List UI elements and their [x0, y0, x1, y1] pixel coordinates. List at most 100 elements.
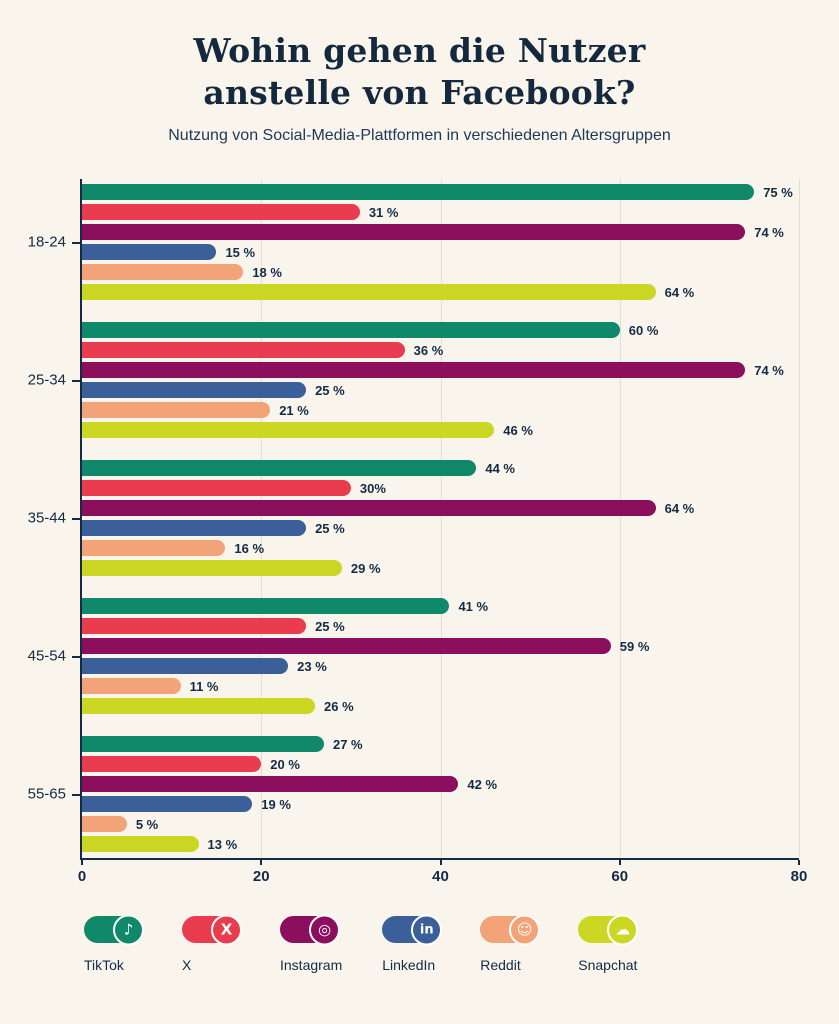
bar-tiktok	[82, 736, 324, 753]
x-axis-tickmark	[260, 860, 263, 866]
bar-row: 74 %	[82, 222, 799, 242]
legend-item-linkedin: in LinkedIn	[382, 914, 443, 974]
bar-value-label: 23 %	[297, 658, 327, 674]
reddit-icon: ☺	[480, 914, 541, 946]
bar-linkedin	[82, 520, 307, 537]
legend-label: Instagram	[280, 957, 343, 974]
bar-row: 5 %	[82, 814, 799, 834]
bar-row: 26 %	[82, 696, 799, 716]
bar-snapchat	[82, 422, 495, 439]
bar-instagram	[82, 776, 459, 793]
chart-title-line2: anstelle von Facebook?	[203, 73, 636, 113]
reddit-icon: ☺	[509, 914, 541, 946]
instagram-icon: ◎	[280, 914, 340, 946]
bar-value-label: 16 %	[234, 540, 265, 556]
bar-value-label: 20 %	[270, 756, 300, 772]
bar-x	[82, 618, 307, 635]
instagram-icon: ◎	[309, 914, 340, 946]
x-icon: X	[211, 914, 242, 946]
bar-value-label: 29 %	[350, 560, 381, 576]
legend-label: LinkedIn	[382, 957, 436, 974]
bar-row: 15 %	[82, 242, 799, 262]
bar-chart: 18-24 75 % 31 % 74 % 15 % 18 % 64 % 25-34 60 % 36…	[0, 179, 807, 885]
x-axis-tickmark	[798, 860, 800, 866]
bar-row: 30%	[82, 478, 799, 498]
gridline	[261, 179, 263, 859]
bar-row: 11 %	[82, 676, 799, 696]
x-axis-tickmark	[618, 860, 621, 866]
bar-reddit	[82, 540, 226, 557]
legend-item-snapchat: ☁ Snapchat	[578, 914, 639, 973]
bar-snapchat	[82, 836, 199, 853]
legend-item-tiktok: ♪ TikTok	[84, 914, 144, 973]
bar-value-label: 11 %	[189, 678, 219, 694]
bar-linkedin	[82, 796, 253, 813]
bar-row: 42 %	[82, 774, 799, 794]
snapchat-icon: ☁	[607, 914, 639, 946]
bar-x	[82, 342, 405, 359]
x-axis-tick-label: 20	[252, 868, 270, 886]
tiktok-icon: ♪	[84, 914, 144, 946]
bar-row: 64 %	[82, 282, 799, 302]
age-group-55-65: 55-65 27 % 20 % 42 % 19 % 5 % 13 %	[28, 734, 799, 854]
x-axis-tickmark	[439, 860, 442, 866]
bar-value-label: 75 %	[763, 184, 793, 200]
bar-value-label: 41 %	[458, 598, 489, 614]
snapchat-icon: ☁	[578, 914, 639, 946]
legend-label: Reddit	[480, 957, 521, 974]
bar-row: 31 %	[82, 202, 799, 222]
bar-instagram	[82, 224, 746, 241]
bar-value-label: 15 %	[225, 244, 256, 260]
bar-tiktok	[82, 322, 620, 339]
bar-row: 20 %	[82, 754, 799, 774]
bar-instagram	[82, 362, 746, 379]
age-group-18-24: 18-24 75 % 31 % 74 % 15 % 18 % 64 %	[28, 182, 799, 302]
age-group-label: 45-54	[27, 647, 66, 665]
bar-reddit	[82, 678, 181, 695]
bar-value-label: 36 %	[413, 342, 444, 358]
plot-area: 18-24 75 % 31 % 74 % 15 % 18 % 64 % 25-34 60 % 36…	[28, 179, 807, 885]
bar-value-label: 5 %	[135, 816, 159, 832]
bar-row: 64 %	[82, 498, 799, 518]
bar-value-label: 18 %	[252, 264, 282, 280]
bar-value-label: 74 %	[754, 362, 784, 378]
bar-row: 29 %	[82, 558, 799, 578]
bar-row: 74 %	[82, 360, 799, 380]
x-axis-tick-label: 60	[611, 868, 629, 886]
bar-reddit	[82, 816, 127, 833]
age-group-45-54: 45-54 41 % 25 % 59 % 23 % 11 % 26 %	[28, 596, 799, 716]
bar-value-label: 25 %	[315, 520, 345, 536]
bar-row: 25 %	[82, 380, 799, 400]
gridline	[440, 179, 442, 859]
bar-value-label: 60 %	[628, 322, 659, 338]
age-group-label: 25-34	[27, 371, 66, 389]
bar-x	[82, 756, 262, 773]
bar-value-label: 13 %	[207, 836, 238, 852]
legend-item-instagram: ◎ Instagram	[280, 914, 343, 974]
legend-label: X	[182, 957, 192, 974]
bar-reddit	[82, 264, 244, 281]
bar-row: 46 %	[82, 420, 799, 440]
chart-subtitle: Nutzung von Social-Media-Plattformen in …	[168, 127, 671, 145]
bar-instagram	[82, 638, 611, 655]
bar-row: 59 %	[82, 636, 799, 656]
x-axis-tick-label: 80	[790, 868, 808, 886]
bar-value-label: 74 %	[754, 224, 784, 240]
linkedin-icon: in	[411, 914, 443, 946]
x-axis-tickmark	[81, 860, 83, 866]
x-axis: 0 20 40 60 80	[78, 860, 807, 890]
bar-reddit	[82, 402, 271, 419]
legend-item-reddit: ☺ Reddit	[480, 914, 541, 974]
x-icon: X	[182, 914, 242, 946]
linkedin-icon: in	[382, 914, 443, 946]
age-group-label: 35-44	[27, 509, 66, 527]
bar-linkedin	[82, 382, 307, 399]
bar-row: 16 %	[82, 538, 799, 558]
age-group-35-44: 35-44 44 % 30% 64 % 25 % 16 % 29 %	[28, 458, 799, 578]
bar-row: 41 %	[82, 596, 799, 616]
bar-x	[82, 480, 351, 497]
bar-tiktok	[82, 598, 450, 615]
bar-row: 75 %	[82, 182, 799, 202]
chart-groups: 18-24 75 % 31 % 74 % 15 % 18 % 64 % 25-34 60 % 36…	[28, 182, 799, 854]
